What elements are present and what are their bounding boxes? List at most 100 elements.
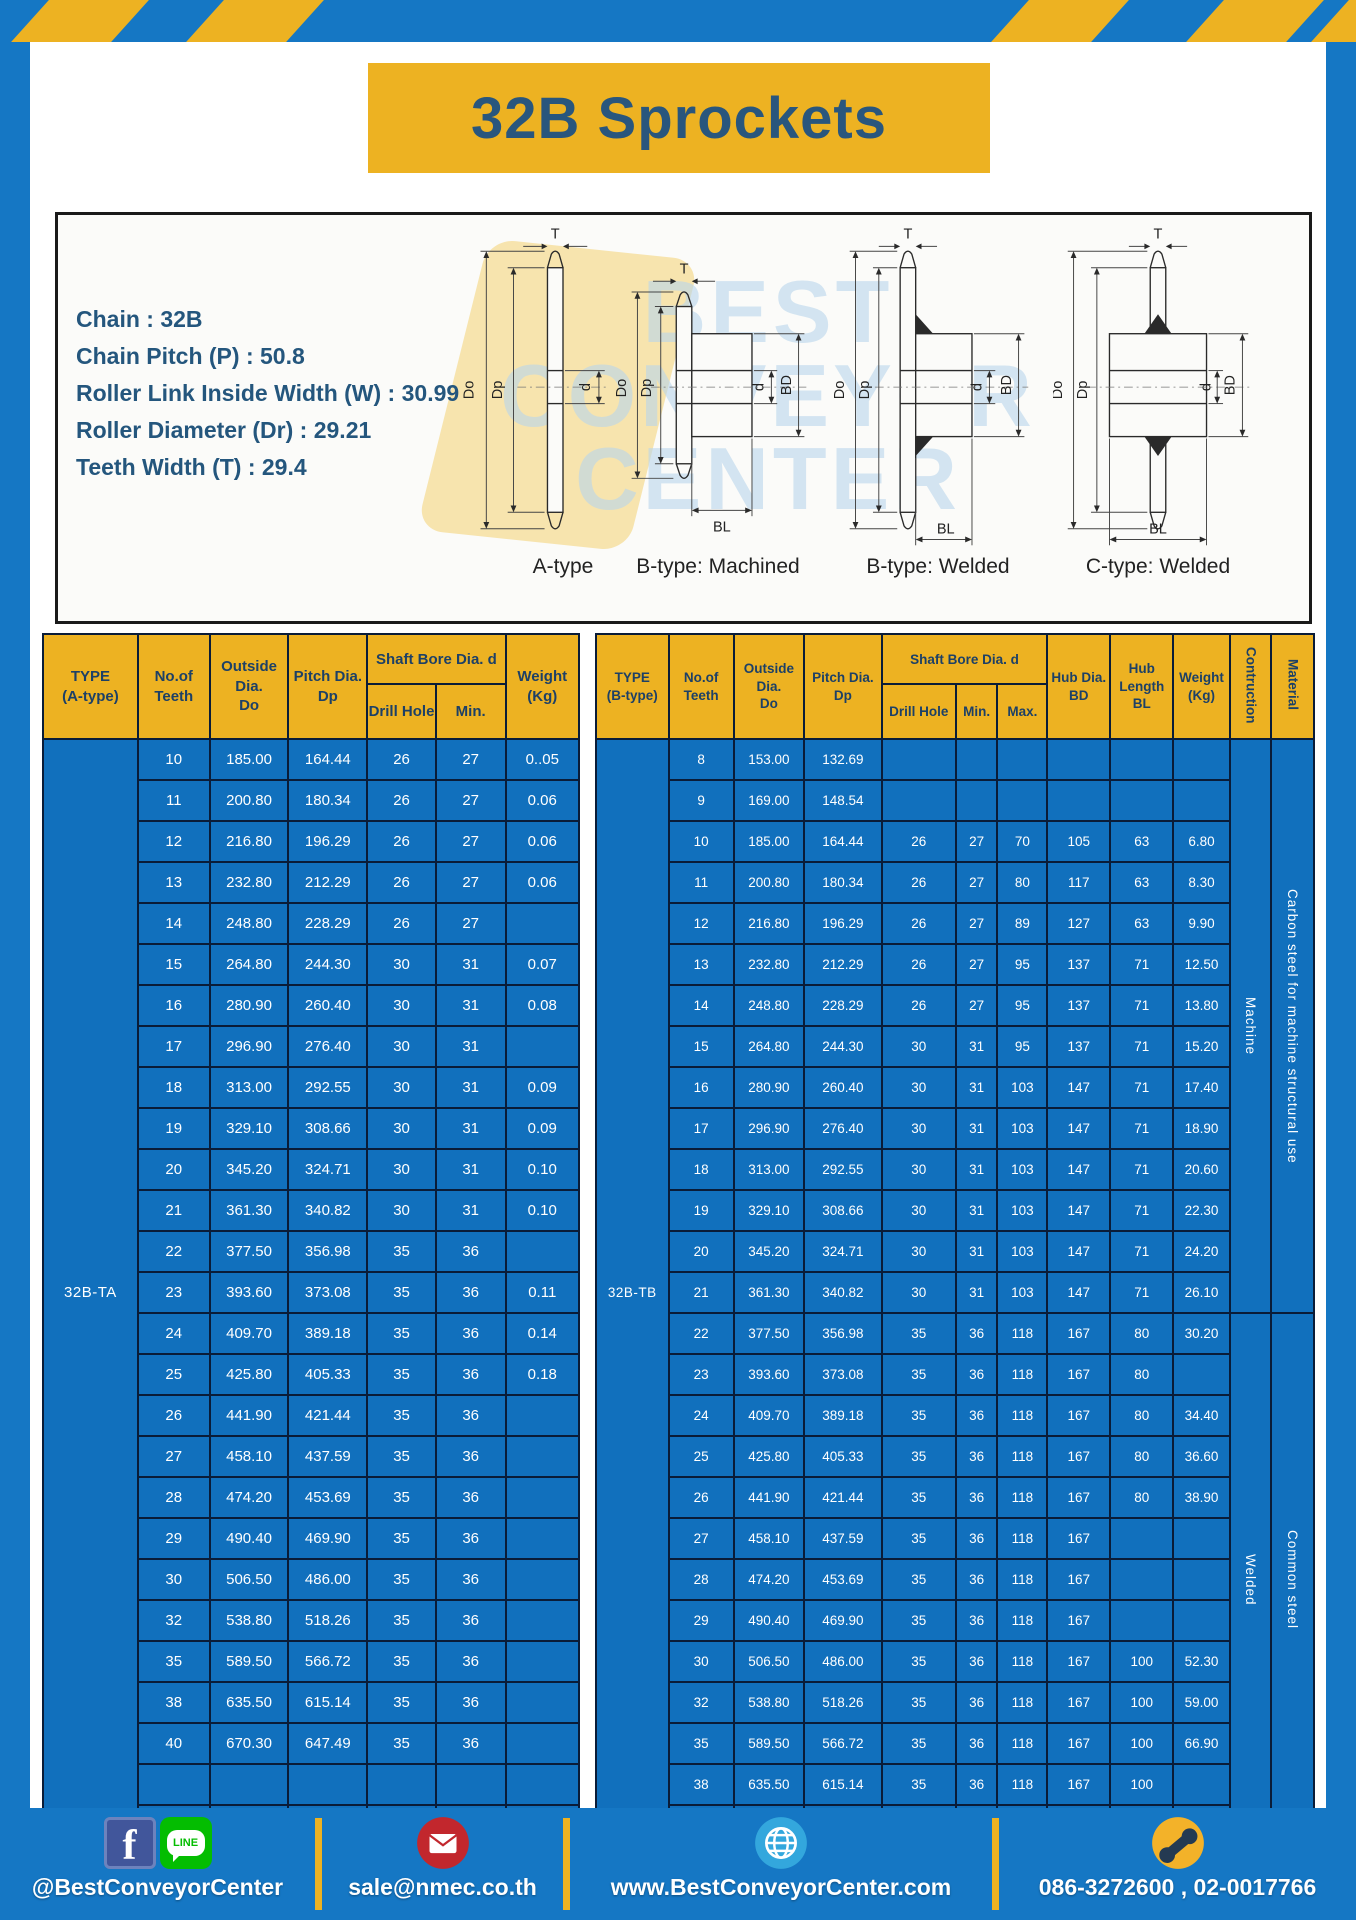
cell — [1172, 1353, 1231, 1396]
cell: 361.30 — [208, 1189, 290, 1232]
decorative-stripe — [991, 0, 1129, 42]
spec-line: Roller Link Inside Width (W) : 30.99 — [76, 380, 460, 406]
sprocket-drawing-c-type-welded: T Do Dp — [1053, 225, 1263, 579]
table-row: 17 296.90 276.40 30 31 103 147 71 18.90 — [596, 1107, 1314, 1150]
cell: 31 — [434, 943, 507, 986]
header-line: Teeth — [154, 687, 194, 705]
cell: 71 — [1109, 1148, 1175, 1191]
dim-label-bl: BL — [713, 520, 731, 536]
cell — [504, 1763, 580, 1806]
cell: 59.00 — [1172, 1681, 1231, 1724]
cell: 232.80 — [208, 861, 290, 904]
cell: 26 — [136, 1394, 211, 1437]
cell: 26 — [366, 820, 437, 863]
cell: 118 — [996, 1435, 1049, 1478]
cell: 409.70 — [208, 1312, 290, 1355]
cell: 538.80 — [208, 1599, 290, 1642]
table-row: 27 458.10 437.59 35 36 118 167 — [596, 1517, 1314, 1560]
header-line: Do — [239, 697, 260, 715]
table-b-body: 32B-TB 8 153.00 132.69 Machine Carbon steel f… — [595, 738, 1315, 1847]
cell: 421.44 — [287, 1394, 369, 1437]
phone-icon — [1151, 1817, 1204, 1869]
cell — [504, 1640, 580, 1683]
cell: 26 — [366, 738, 437, 781]
cell — [136, 1763, 211, 1806]
cell: 21 — [667, 1271, 735, 1314]
cell — [1172, 779, 1231, 822]
top-stripe-band — [0, 0, 1356, 42]
cell: 453.69 — [287, 1476, 369, 1519]
cell: 0.18 — [504, 1353, 580, 1396]
dim-label-bd: BD — [779, 375, 795, 395]
cell: 27 — [954, 984, 999, 1027]
cell: 9 — [667, 779, 735, 822]
cell: 506.50 — [208, 1558, 290, 1601]
cell: 30 — [366, 1025, 437, 1068]
cell: 453.69 — [803, 1558, 883, 1601]
cell: 28 — [136, 1476, 211, 1519]
footer-divider — [315, 1818, 322, 1910]
cell: 469.90 — [287, 1517, 369, 1560]
cell: 308.66 — [803, 1189, 883, 1232]
cell — [1172, 1763, 1231, 1806]
cell: 340.82 — [287, 1189, 369, 1232]
cell: 30 — [136, 1558, 211, 1601]
cell: 232.80 — [732, 943, 806, 986]
chain-spec-list: Chain : 32B Chain Pitch (P) : 50.8 Rolle… — [76, 301, 506, 486]
cell: 670.30 — [208, 1722, 290, 1765]
footer-section-website: www.BestConveyorCenter.com — [570, 1814, 992, 1901]
table-row: 20 345.20 324.71 30 31 0.10 — [43, 1148, 580, 1191]
cell: 167 — [1046, 1722, 1112, 1765]
cell: 216.80 — [732, 902, 806, 945]
cell: 9.90 — [1172, 902, 1231, 945]
table-row: 32 538.80 518.26 35 36 118 167 100 59.00 — [596, 1681, 1314, 1724]
cell: 356.98 — [287, 1230, 369, 1273]
cell: 518.26 — [803, 1681, 883, 1724]
cell: 458.10 — [208, 1435, 290, 1478]
cell: 389.18 — [803, 1394, 883, 1437]
cell: 35 — [136, 1640, 211, 1683]
cell: 15 — [667, 1025, 735, 1068]
cell: 22.30 — [1172, 1189, 1231, 1232]
cell: 18 — [136, 1066, 211, 1109]
cell: 27 — [434, 861, 507, 904]
table-row: 18 313.00 292.55 30 31 0.09 — [43, 1066, 580, 1109]
cell: 36 — [954, 1517, 999, 1560]
cell — [996, 779, 1049, 822]
cell: 31 — [954, 1230, 999, 1273]
cell: 80 — [1109, 1476, 1175, 1519]
cell: 21 — [136, 1189, 211, 1232]
col-header-min: Min. — [954, 683, 999, 740]
cell: 26 — [880, 861, 957, 904]
cell: 118 — [996, 1763, 1049, 1806]
cell: 329.10 — [732, 1189, 806, 1232]
cell: 36 — [434, 1230, 507, 1273]
cell: 26 — [366, 779, 437, 822]
cell: 52.30 — [1172, 1640, 1231, 1683]
cell: 260.40 — [803, 1066, 883, 1109]
cell: 35 — [880, 1312, 957, 1355]
cell: 80 — [1109, 1312, 1175, 1355]
cell: 36 — [434, 1599, 507, 1642]
cell: 13 — [136, 861, 211, 904]
table-row: 24 409.70 389.18 35 36 0.14 — [43, 1312, 580, 1355]
table-row: 21 361.30 340.82 30 31 0.10 — [43, 1189, 580, 1232]
cell: 31 — [434, 1025, 507, 1068]
table-row: 9 169.00 148.54 — [596, 779, 1314, 822]
cell: 71 — [1109, 943, 1175, 986]
website-url: www.BestConveyorCenter.com — [610, 1874, 952, 1900]
cell: 35 — [366, 1230, 437, 1273]
cell: 474.20 — [732, 1558, 806, 1601]
dim-label-do: Do — [462, 381, 478, 400]
table-b-container: TYPE (B-type) No.of Teeth Outside Dia. D… — [595, 633, 1315, 1847]
cell: 474.20 — [208, 1476, 290, 1519]
header-line: Material — [1285, 659, 1301, 711]
dim-label-d: d — [970, 383, 986, 391]
decorative-stripe — [186, 0, 324, 42]
cell: 100 — [1109, 1763, 1175, 1806]
header-line: BD — [1069, 687, 1089, 703]
header-line: Weight — [517, 668, 568, 685]
dim-label-t: T — [903, 227, 912, 243]
cell: 244.30 — [287, 943, 369, 986]
cell: 36 — [954, 1640, 999, 1683]
